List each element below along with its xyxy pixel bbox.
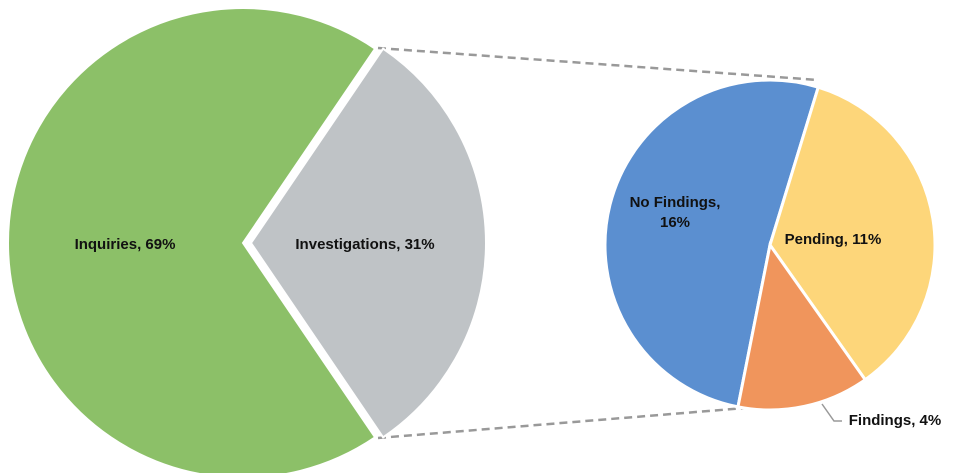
data-label: Investigations, 31% (295, 236, 434, 253)
data-label: Inquiries, 69% (75, 236, 176, 253)
pie-slice (768, 85, 937, 382)
pie-slice (249, 47, 488, 439)
leader-line (821, 403, 842, 422)
data-label: No Findings, 16% (629, 194, 721, 231)
pie-slice (603, 78, 821, 409)
data-label-box: No Findings, 16% (629, 194, 721, 231)
data-label: Findings, 4% (849, 412, 942, 429)
connector-line (377, 406, 746, 440)
connectors (377, 46, 819, 440)
pie-slice (736, 241, 868, 412)
pie-slice (7, 7, 377, 473)
connector-line (377, 46, 819, 82)
data-label: Pending, 11% (785, 231, 882, 248)
